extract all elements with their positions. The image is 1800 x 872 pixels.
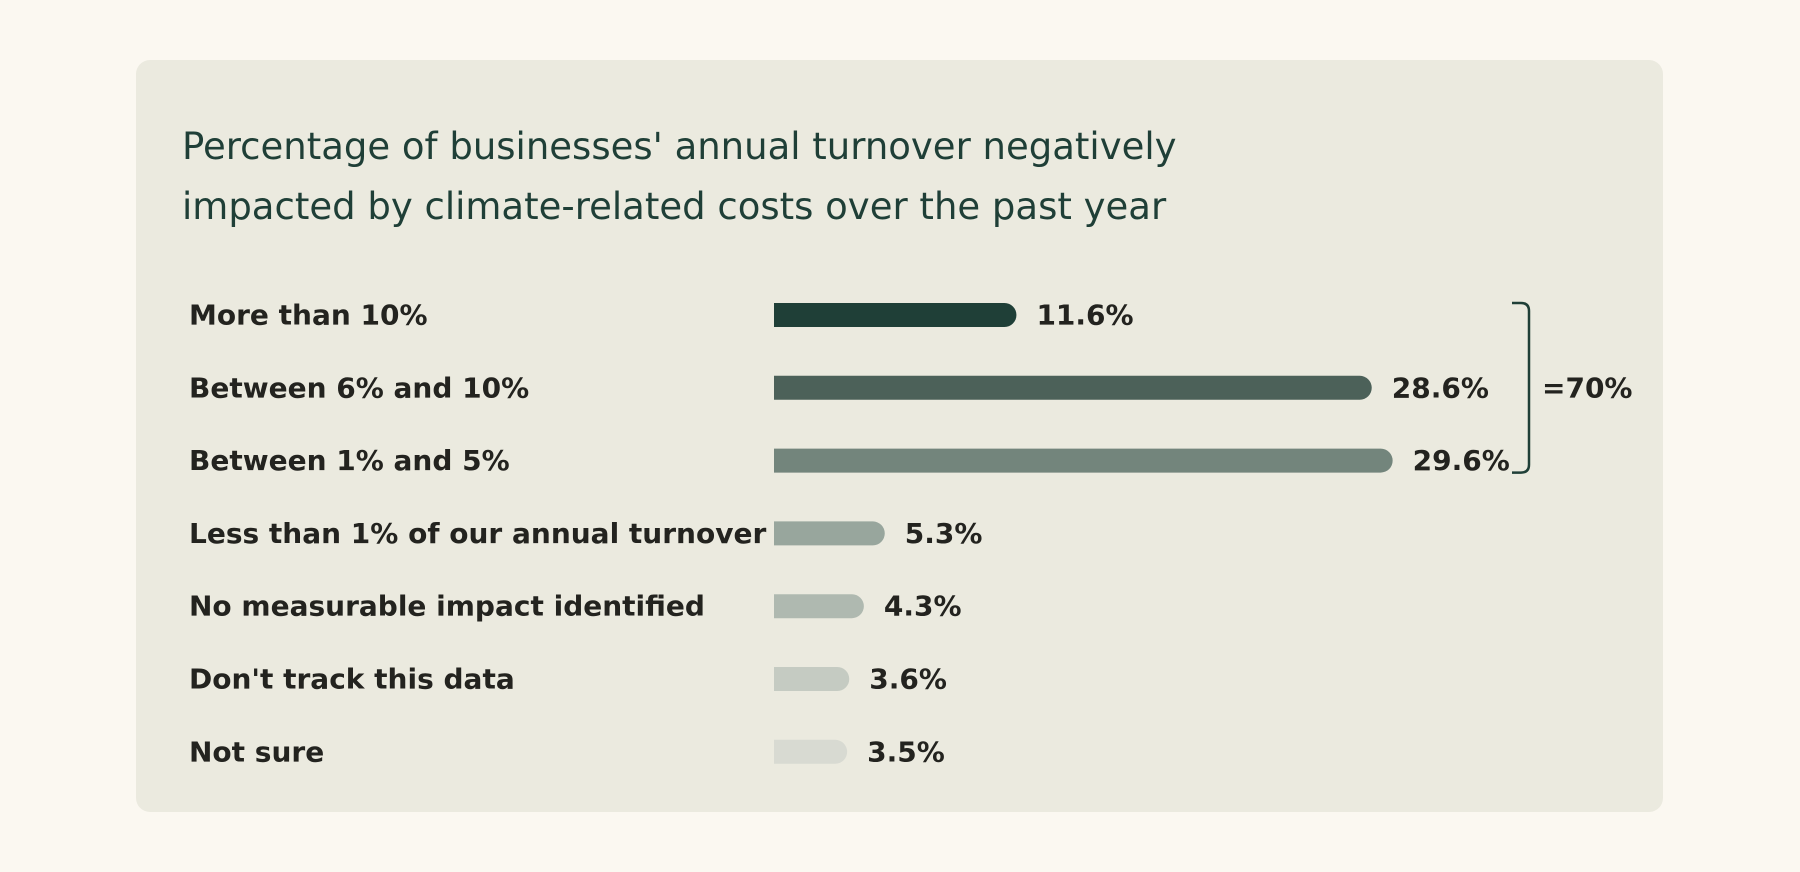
- bar: [774, 667, 850, 691]
- value-label: 28.6%: [1392, 371, 1489, 404]
- category-label: Not sure: [189, 735, 324, 768]
- value-label: 3.6%: [869, 663, 947, 696]
- value-label: 5.3%: [905, 517, 983, 550]
- bar: [774, 448, 1393, 473]
- category-label: Don't track this data: [189, 663, 515, 696]
- category-label: Between 1% and 5%: [189, 444, 510, 477]
- bar: [774, 594, 864, 619]
- value-label: 4.3%: [884, 590, 962, 623]
- value-label: 3.5%: [867, 735, 945, 768]
- bar: [774, 303, 1017, 327]
- bar: [774, 739, 848, 764]
- bar: [774, 375, 1372, 400]
- chart-title-line-1: Percentage of businesses' annual turnove…: [182, 125, 1177, 168]
- chart-card: [136, 60, 1663, 812]
- category-label: More than 10%: [189, 299, 428, 332]
- bracket-label: =70%: [1542, 371, 1632, 404]
- value-label: 11.6%: [1036, 299, 1133, 332]
- category-label: Less than 1% of our annual turnover: [189, 517, 766, 550]
- bar: [774, 521, 885, 546]
- chart-title: Percentage of businesses' annual turnove…: [182, 117, 1282, 237]
- chart-title-line-2: impacted by climate-related costs over t…: [182, 185, 1167, 228]
- category-label: Between 6% and 10%: [189, 371, 529, 404]
- value-label: 29.6%: [1413, 444, 1510, 477]
- bracket-annotation: [1512, 301, 1531, 474]
- category-label: No measurable impact identified: [189, 590, 705, 623]
